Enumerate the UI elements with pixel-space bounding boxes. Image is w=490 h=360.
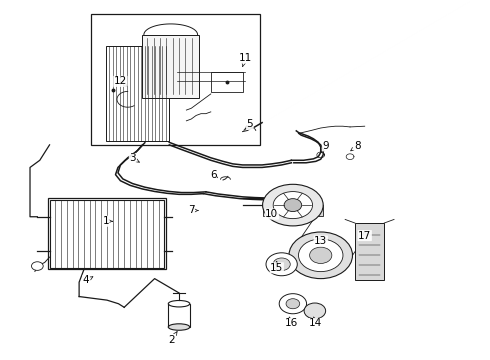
Text: 9: 9 <box>321 141 329 152</box>
Bar <box>211 72 243 92</box>
Bar <box>106 45 169 140</box>
Ellipse shape <box>263 184 323 226</box>
Text: 10: 10 <box>265 209 278 219</box>
Bar <box>355 223 384 280</box>
Text: 4: 4 <box>83 275 93 285</box>
Circle shape <box>273 258 290 271</box>
Bar <box>263 205 323 216</box>
Bar <box>91 14 260 145</box>
Bar <box>48 198 166 269</box>
Circle shape <box>310 247 332 264</box>
Circle shape <box>279 294 307 314</box>
Bar <box>49 200 164 268</box>
Circle shape <box>31 262 43 270</box>
Text: 6: 6 <box>210 170 218 180</box>
Circle shape <box>298 239 343 272</box>
Circle shape <box>286 299 300 309</box>
Text: 11: 11 <box>238 53 252 67</box>
Text: 8: 8 <box>351 141 361 151</box>
Text: 13: 13 <box>314 236 327 246</box>
Circle shape <box>304 303 326 319</box>
Text: 7: 7 <box>188 206 198 216</box>
Text: 15: 15 <box>270 262 283 273</box>
Ellipse shape <box>168 301 190 307</box>
Ellipse shape <box>273 192 313 219</box>
Text: 3: 3 <box>129 153 139 163</box>
Text: 1: 1 <box>102 216 112 226</box>
Circle shape <box>266 253 297 276</box>
Ellipse shape <box>168 324 190 330</box>
Bar <box>143 35 198 98</box>
Bar <box>168 304 190 327</box>
Text: 14: 14 <box>309 317 322 328</box>
Text: 2: 2 <box>169 332 177 345</box>
Text: 5: 5 <box>245 120 253 129</box>
Text: 17: 17 <box>358 231 371 240</box>
Text: 12: 12 <box>114 76 127 87</box>
Circle shape <box>284 199 302 212</box>
Text: 16: 16 <box>285 317 298 328</box>
Circle shape <box>289 232 352 279</box>
